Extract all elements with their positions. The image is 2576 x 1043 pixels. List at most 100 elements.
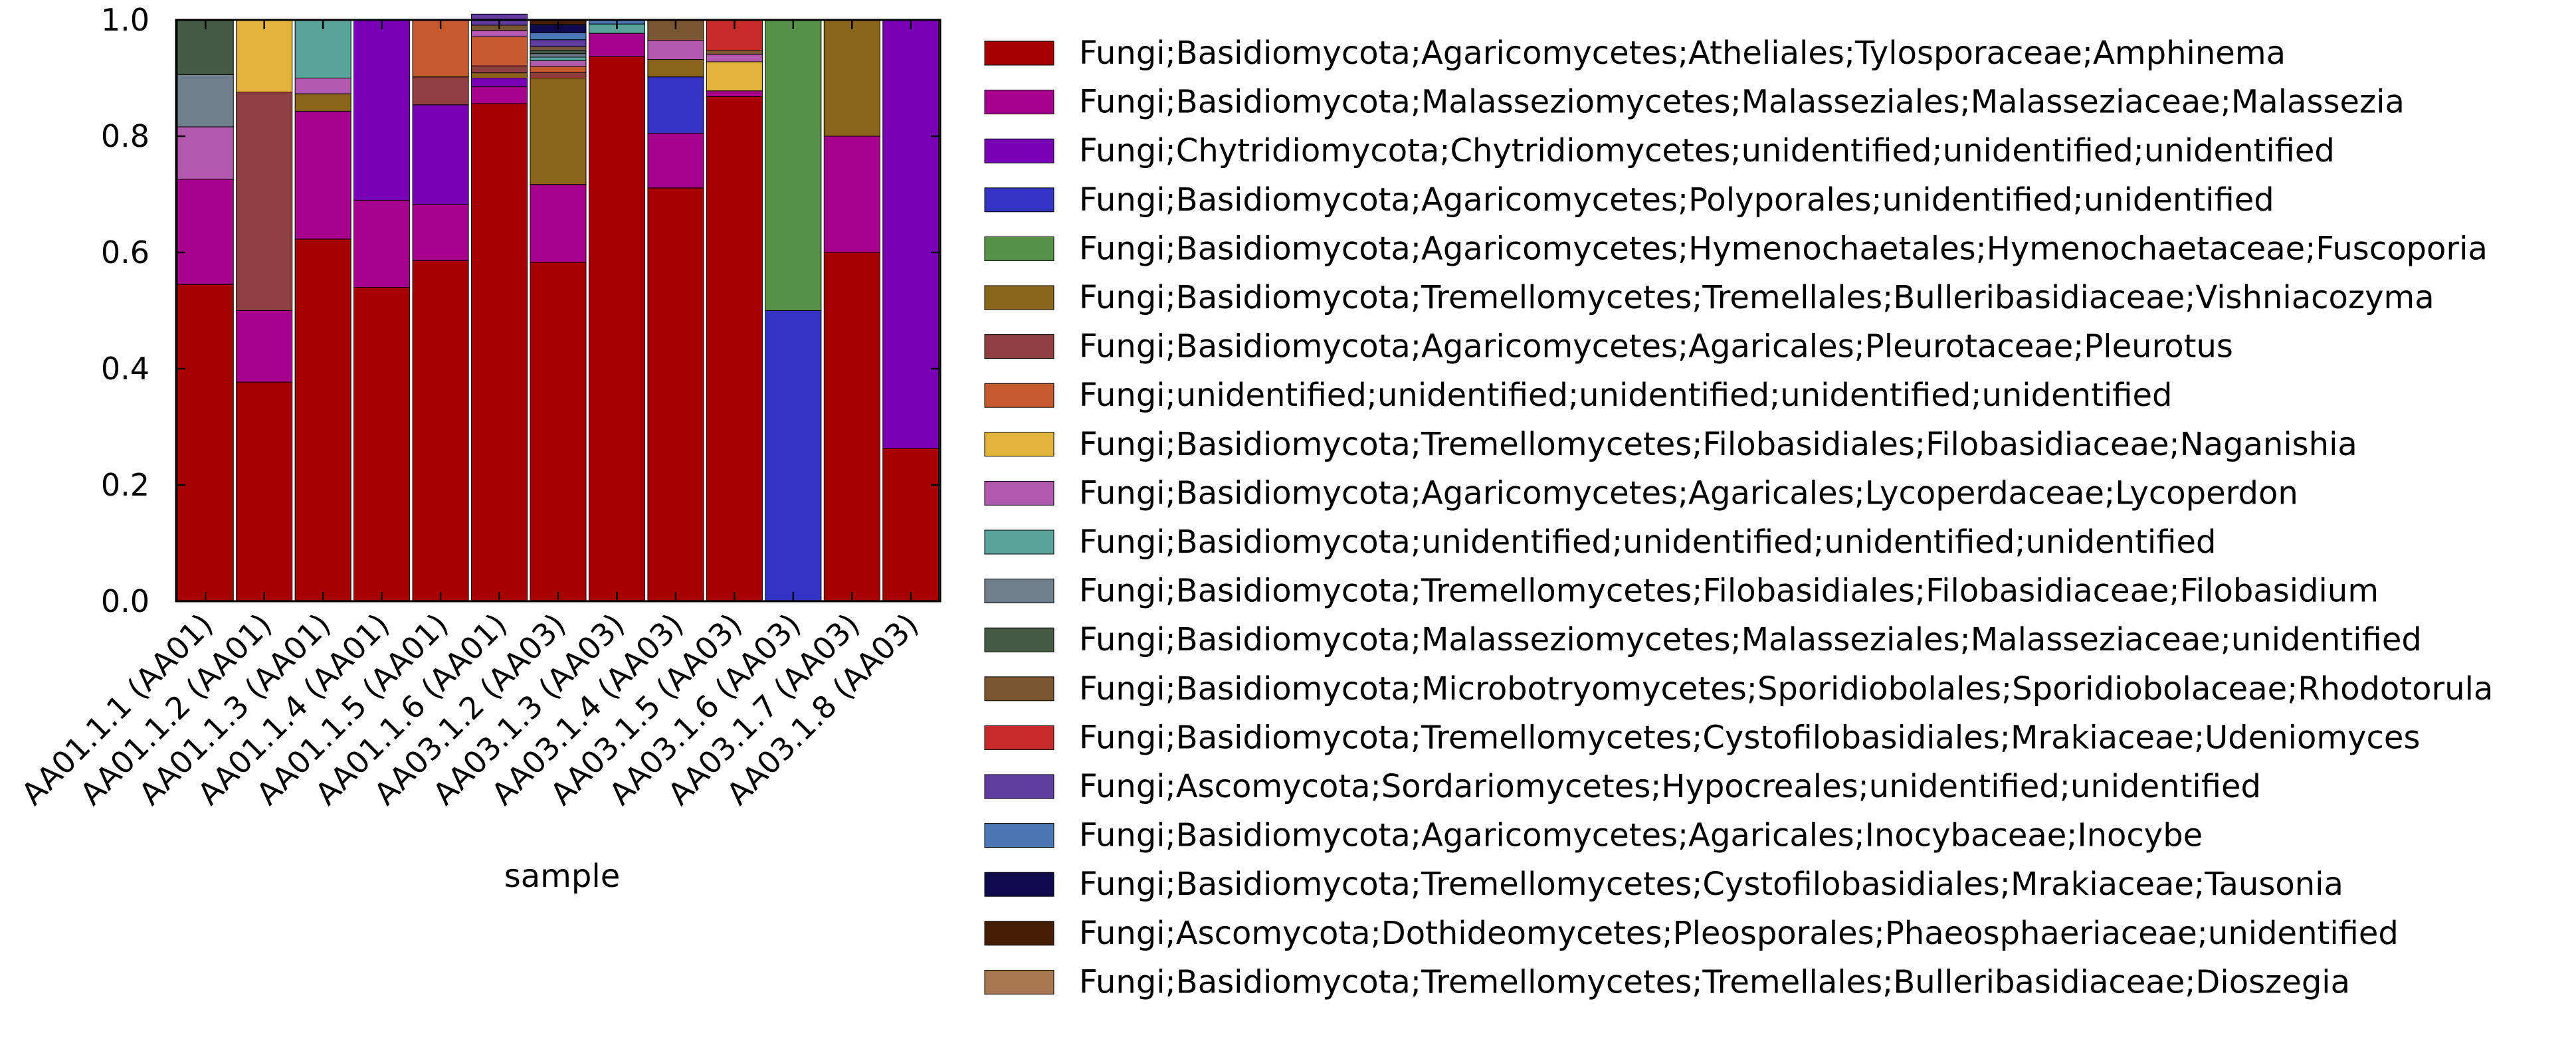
bar-segment <box>530 262 587 602</box>
y-tick-label: 0.6 <box>101 235 149 270</box>
legend-label: Fungi;Basidiomycota;Agaricomycetes;Agari… <box>1079 474 2298 512</box>
bar-segment <box>471 30 528 37</box>
legend-label: Fungi;Basidiomycota;Tremellomycetes;Trem… <box>1079 279 2434 316</box>
legend-label: Fungi;Basidiomycota;Agaricomycetes;Polyp… <box>1079 181 2274 219</box>
bar-segment <box>588 56 645 602</box>
bar-segment <box>823 136 880 253</box>
bar-segment <box>471 78 528 88</box>
bar-segment <box>294 238 351 602</box>
bar-segment <box>647 187 704 602</box>
legend-swatch <box>984 432 1054 457</box>
legend-label: Fungi;Basidiomycota;Malasseziomycetes;Ma… <box>1079 621 2422 658</box>
bar-segment <box>412 203 469 261</box>
legend-swatch <box>984 676 1054 702</box>
bar-segment <box>530 56 587 61</box>
bars-layer <box>177 13 940 602</box>
bar-segment <box>353 287 411 602</box>
legend-swatch <box>984 921 1054 946</box>
bar-segment <box>706 96 763 602</box>
y-tick-label: 1.0 <box>101 2 149 38</box>
legend-label: Fungi;Basidiomycota;unidentified;unident… <box>1079 523 2216 561</box>
legend-swatch <box>984 579 1054 604</box>
legend-label: Fungi;Basidiomycota;Tremellomycetes;Filo… <box>1079 426 2357 463</box>
bar-segment <box>177 284 234 602</box>
legend-label: Fungi;Ascomycota;Sordariomycetes;Hypocre… <box>1079 768 2261 805</box>
legend-swatch <box>984 627 1054 652</box>
bar-segment <box>471 103 528 602</box>
legend-label: Fungi;Basidiomycota;Microbotryomycetes;S… <box>1079 670 2493 708</box>
legend-swatch <box>984 187 1054 213</box>
bar-segment <box>294 110 351 240</box>
bar-segment <box>765 19 822 311</box>
bar-segment <box>530 39 587 47</box>
y-tick-label: 0.0 <box>101 583 149 619</box>
legend-swatch <box>984 969 1054 995</box>
bar-segment <box>412 104 469 205</box>
legend-label: Fungi;Basidiomycota;Agaricomycetes;Hymen… <box>1079 230 2488 267</box>
bar-segment <box>765 310 822 602</box>
bar-segment <box>471 86 528 104</box>
bar-segment <box>530 53 587 58</box>
bar-segment <box>823 252 880 602</box>
bar-segment <box>647 40 704 60</box>
bar-segment <box>412 260 469 602</box>
legend-swatch <box>984 334 1054 359</box>
bar-segment <box>353 199 411 288</box>
legend-label: Fungi;Basidiomycota;Tremellomycetes;Cyst… <box>1079 719 2420 756</box>
bar-segment <box>530 60 587 67</box>
y-tick-label: 0.8 <box>101 118 149 154</box>
bar-segment <box>706 61 763 92</box>
legend-swatch <box>984 90 1054 115</box>
legend-label: Fungi;Chytridiomycota;Chytridiomycetes;u… <box>1079 132 2335 169</box>
y-tick-label: 0.2 <box>101 467 149 503</box>
bar-segment <box>530 46 587 50</box>
y-axis: 0.0 0.2 0.4 0.6 0.8 1.0 <box>101 2 940 619</box>
legend-swatch <box>984 725 1054 750</box>
bar-segment <box>530 72 587 78</box>
x-axis-label: sample <box>504 858 621 895</box>
legend-label: Fungi;Basidiomycota;Tremellomycetes;Filo… <box>1079 573 2379 610</box>
bar-segment <box>177 126 234 180</box>
bar-segment <box>236 381 293 602</box>
bar-segment <box>294 93 351 112</box>
x-axis: AA01.1.1 (AA01)AA01.1.2 (AA01)AA01.1.3 (… <box>14 20 926 812</box>
bar-segment <box>706 50 763 55</box>
legend-swatch <box>984 41 1054 66</box>
bar-segment <box>471 72 528 79</box>
bar-segment <box>294 78 351 94</box>
legend-label: Fungi;Basidiomycota;Tremellomycetes;Cyst… <box>1079 866 2343 903</box>
legend-label: Fungi;Ascomycota;Dothideomycetes;Pleospo… <box>1079 915 2399 952</box>
legend: Fungi;Basidiomycota;Agaricomycetes;Athel… <box>984 35 2493 1000</box>
legend-label: Fungi;Basidiomycota;Agaricomycetes;Agari… <box>1079 817 2203 854</box>
bar-segment <box>882 19 940 449</box>
legend-swatch <box>984 236 1054 261</box>
bar-segment <box>294 19 351 78</box>
bar-segment <box>706 90 763 97</box>
bar-segment <box>353 19 411 201</box>
legend-swatch <box>984 774 1054 799</box>
bar-segment <box>530 32 587 41</box>
legend-label: Fungi;Basidiomycota;Tremellomycetes;Trem… <box>1079 963 2350 1000</box>
y-tick-label: 0.4 <box>101 351 149 387</box>
bar-segment <box>471 65 528 74</box>
plot-frame <box>175 19 941 603</box>
legend-swatch <box>984 529 1054 555</box>
legend-swatch <box>984 823 1054 848</box>
bar-segment <box>530 66 587 73</box>
legend-swatch <box>984 285 1054 310</box>
legend-label: Fungi;unidentified;unidentified;unidenti… <box>1079 377 2172 414</box>
legend-swatch <box>984 872 1054 897</box>
legend-swatch <box>984 480 1054 506</box>
legend-label: Fungi;Basidiomycota;Malasseziomycetes;Ma… <box>1079 84 2405 121</box>
bar-segment <box>588 33 645 57</box>
bar-segment <box>471 36 528 66</box>
bar-segment <box>236 19 293 92</box>
bar-segment <box>530 50 587 54</box>
bar-segment <box>647 133 704 189</box>
bar-segment <box>882 448 940 602</box>
bar-segment <box>647 59 704 78</box>
legend-swatch <box>984 383 1054 408</box>
bar-segment <box>412 76 469 106</box>
legend-label: Fungi;Basidiomycota;Agaricomycetes;Agari… <box>1079 328 2233 365</box>
